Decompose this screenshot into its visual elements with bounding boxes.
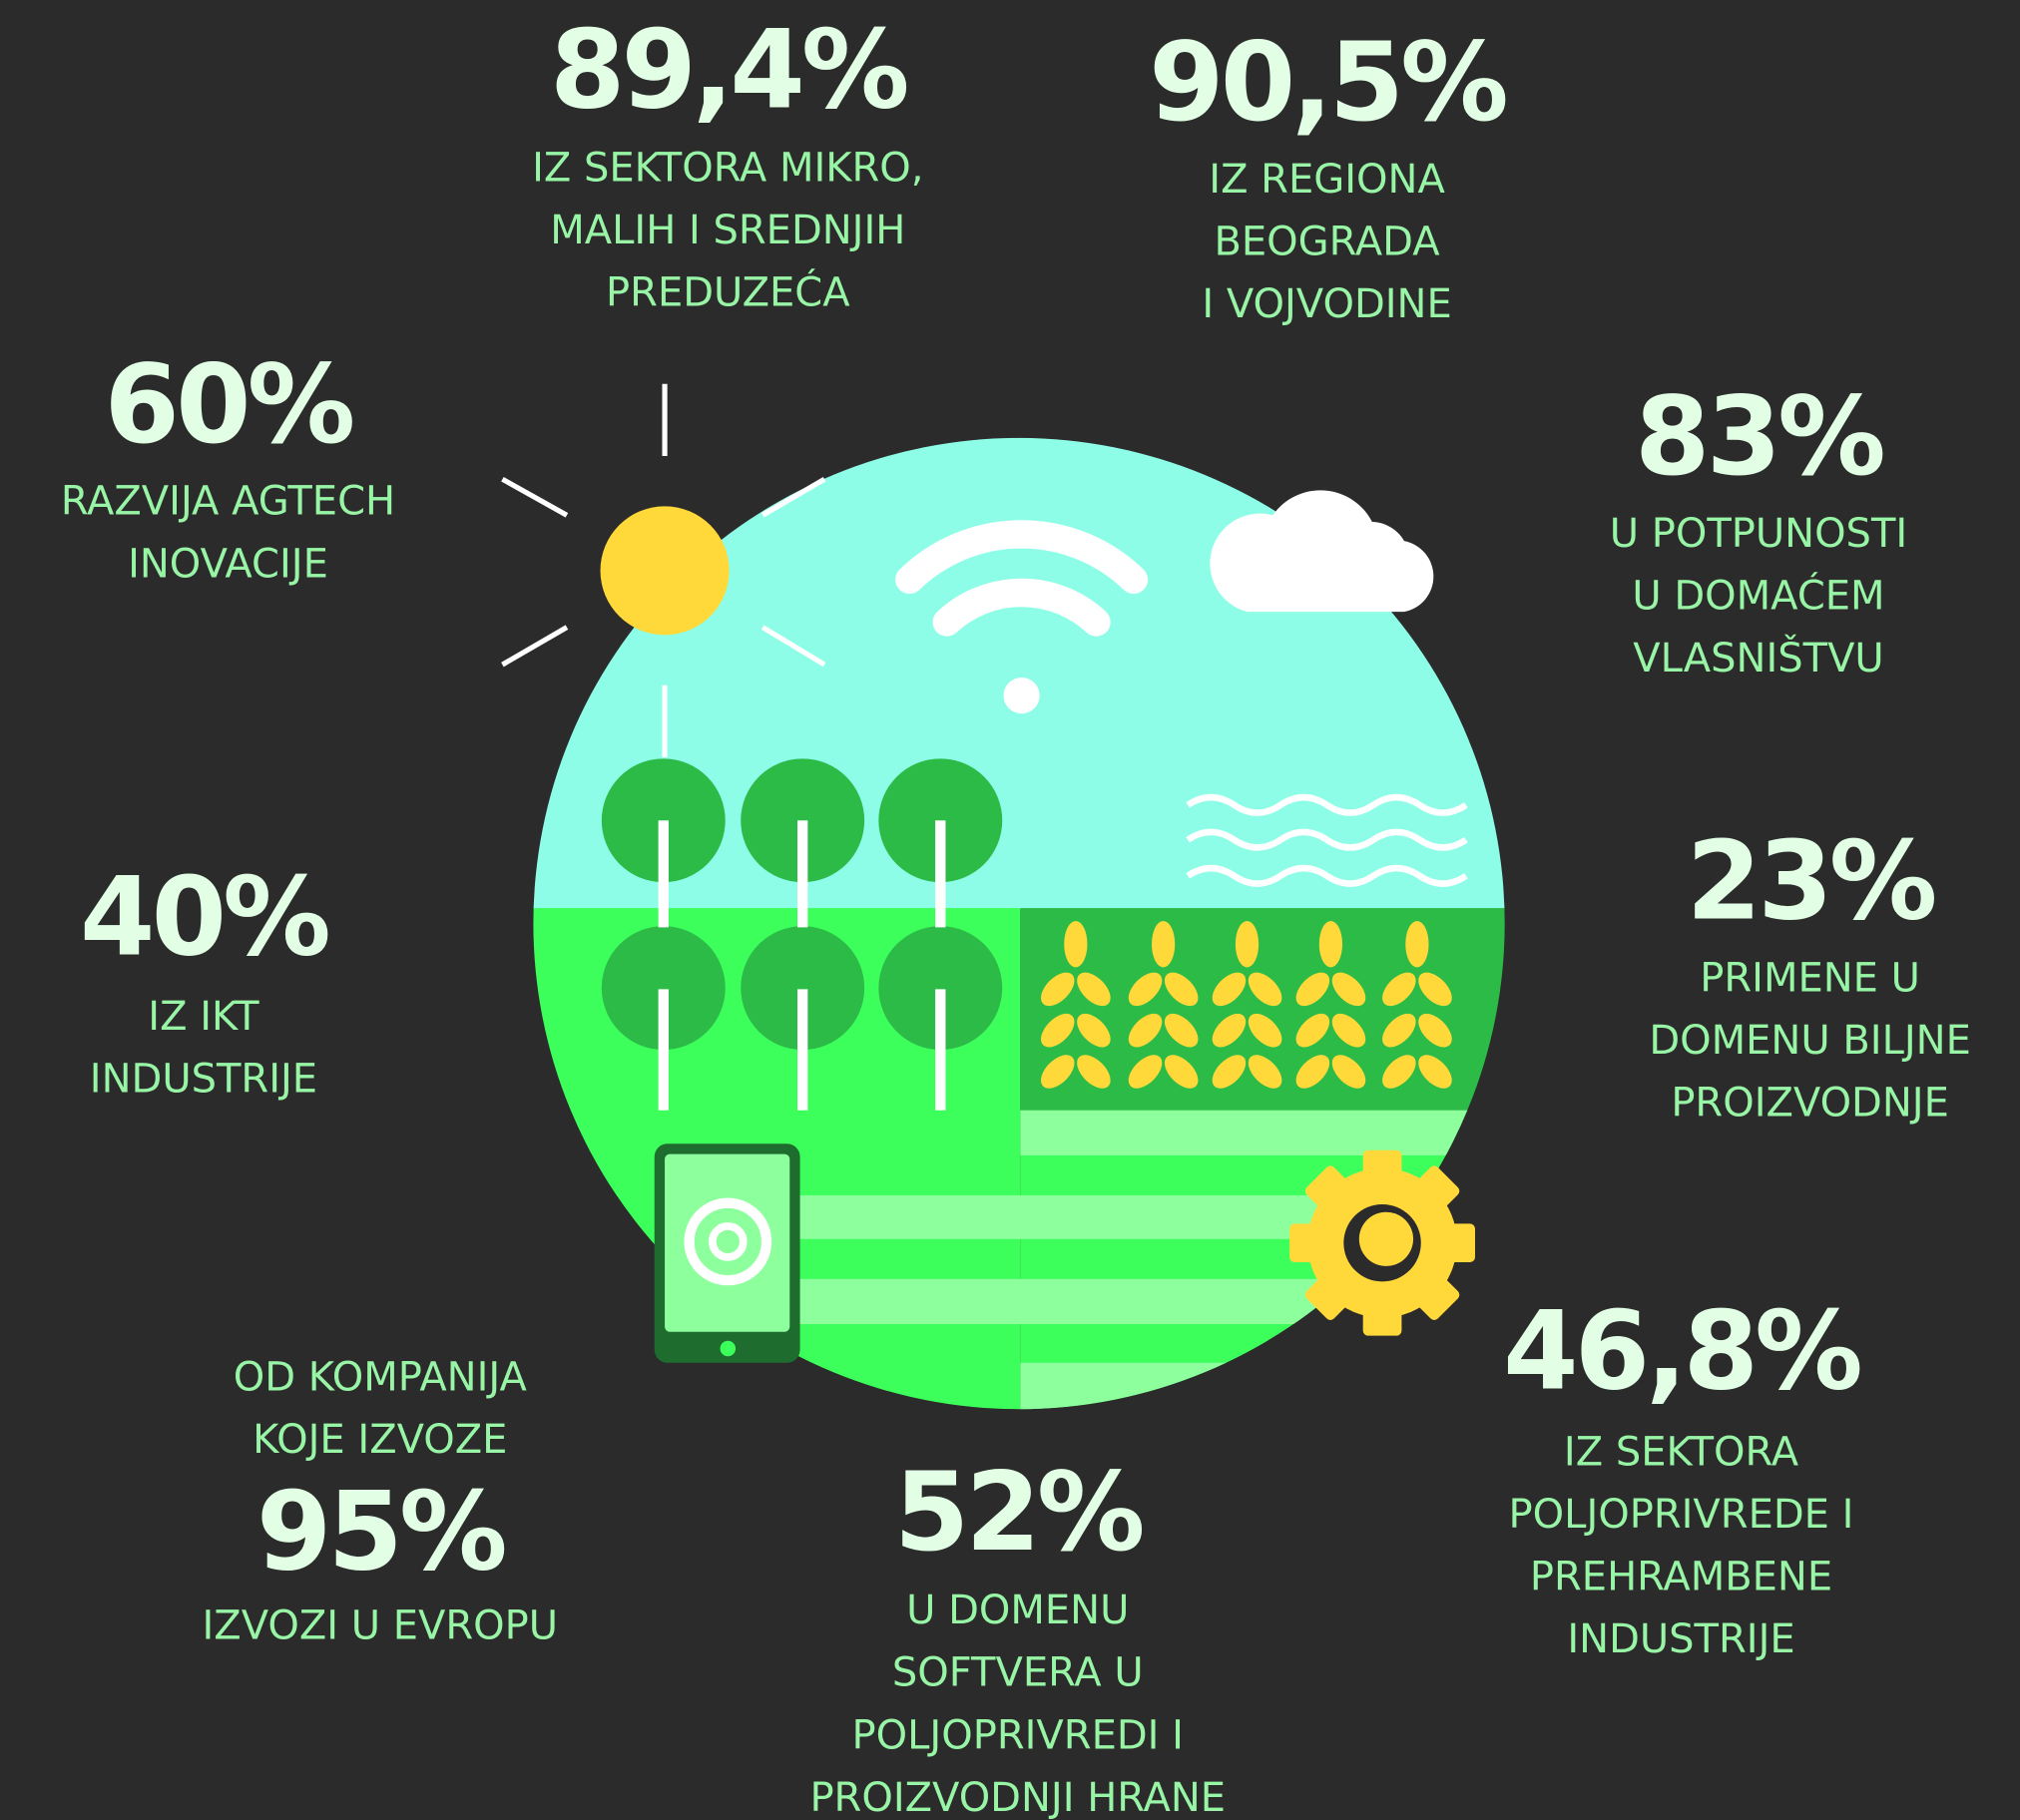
stat-label: PROIZVODNJI HRANE — [809, 1775, 1226, 1820]
stat-label: INDUSTRIJE — [90, 1057, 317, 1103]
sun — [601, 506, 730, 635]
stat-label: DOMENU BILJNE — [1649, 1018, 1971, 1064]
stat-label: I VOJVODINE — [1202, 281, 1451, 327]
wheat-grain — [1152, 921, 1175, 967]
wheat-grain — [1236, 921, 1259, 967]
stat-label: PREHRAMBENE — [1530, 1555, 1832, 1600]
stat-value: 23% — [1687, 817, 1935, 944]
stat-label: U DOMAĆEM — [1632, 572, 1884, 620]
stat-label: POLJOPRIVREDE I — [1509, 1492, 1854, 1538]
stat-label: IZ SEKTORA — [1564, 1429, 1799, 1475]
stat-label: PROIZVODNJE — [1671, 1081, 1949, 1127]
stat-label: PREDUZEĆA — [606, 268, 850, 316]
stat-label: IZ IKT — [148, 994, 259, 1040]
stat-value: 89,4% — [550, 6, 907, 133]
stat-value: 46,8% — [1503, 1288, 1860, 1415]
gear — [1289, 1150, 1475, 1336]
stat-value: 40% — [80, 854, 328, 981]
infographic: 89,4% IZ SEKTORA MIKRO, MALIH I SREDNJIH PR… — [0, 0, 2020, 1820]
stat-label: INOVACIJE — [128, 541, 328, 587]
stat-intro: OD KOMPANIJA — [234, 1355, 528, 1401]
stat-label: RAZVIJA AGTECH — [61, 479, 395, 525]
stat-label: VLASNIŠTVU — [1633, 634, 1884, 682]
stat-label: MALIH I SREDNJIH — [550, 208, 905, 253]
wheat-grain — [1319, 921, 1342, 967]
stat-label: IZVOZI U EVROPU — [203, 1603, 559, 1649]
stat-intro: KOJE IZVOZE — [252, 1417, 507, 1463]
wheat-grain — [1064, 921, 1087, 967]
wheat-grain — [1405, 921, 1428, 967]
stat-value: 60% — [105, 341, 353, 468]
trees — [602, 758, 1002, 1110]
stat-value: 52% — [894, 1449, 1143, 1576]
stat-label: POLJOPRIVREDI I — [852, 1712, 1184, 1758]
page: {"stats": [ {"value": "89,4%", "lines": … — [0, 0, 2020, 1820]
stat-value: 83% — [1635, 373, 1883, 500]
stat-label: U DOMENU — [906, 1588, 1129, 1633]
stat-label: INDUSTRIJE — [1567, 1616, 1794, 1662]
stat-value: 90,5% — [1149, 19, 1506, 146]
phone — [655, 1143, 800, 1362]
stat-label: IZ REGIONA — [1209, 157, 1445, 203]
stat-label: SOFTVERA U — [892, 1650, 1144, 1696]
stat-label: IZ SEKTORA MIKRO, — [532, 145, 923, 191]
stat-label: BEOGRADA — [1214, 220, 1440, 265]
stat-label: U POTPUNOSTI — [1610, 511, 1907, 557]
stat-label: PRIMENE U — [1700, 955, 1920, 1001]
stat-value: 95% — [256, 1468, 505, 1594]
